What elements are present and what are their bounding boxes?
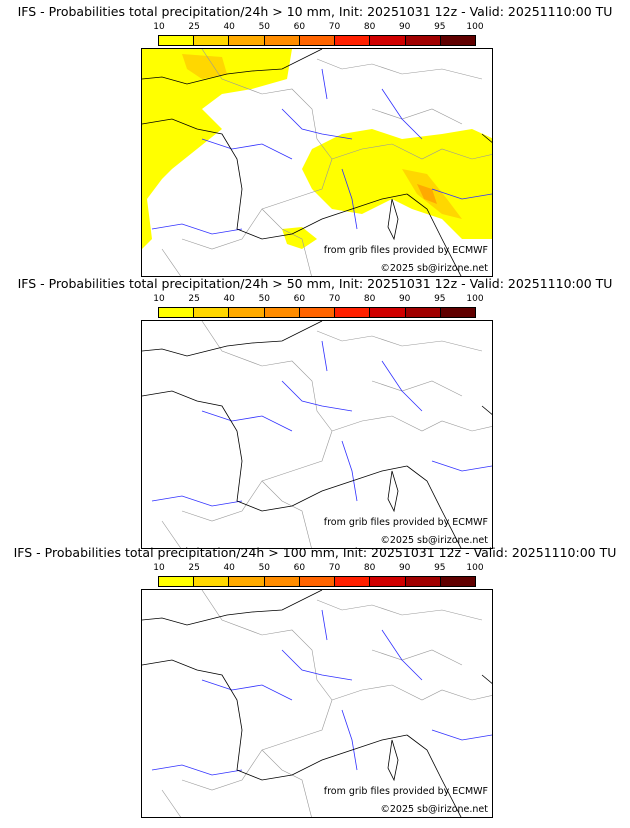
rivers [151, 68, 492, 235]
colorbar-segment [405, 36, 441, 45]
panel-title: IFS - Probabilities total precipitation/… [17, 276, 613, 291]
colorbar-tick-label: 25 [188, 294, 200, 304]
colorbar-tick-label: 60 [293, 294, 306, 304]
panel-title: IFS - Probabilities total precipitation/… [17, 4, 613, 19]
colorbar-segment [264, 577, 300, 586]
colorbar-tick-label: 70 [328, 22, 341, 32]
colorbar-segment [370, 308, 406, 317]
colorbar-labels: 10 25 40 50 60 70 80 90 95 100 [153, 22, 483, 32]
colorbar-tick-label: 95 [434, 563, 446, 573]
borders [161, 49, 492, 276]
colorbar-tick-label: 10 [153, 22, 165, 32]
coastlines [142, 49, 492, 276]
colorbar-segment [229, 577, 265, 586]
colorbar-tick-label: 95 [434, 294, 446, 304]
colorbar-segment [159, 36, 195, 45]
probability-overlay [142, 49, 492, 249]
colorbar-segment [194, 308, 230, 317]
colorbar-segment [299, 577, 336, 586]
copyright-credit: ©2025 sb@irizone.net [380, 535, 488, 546]
colorbar-tick-label: 10 [153, 563, 165, 573]
colorbar-segment [194, 577, 230, 586]
precipitation-map: from grib files provided by ECMWF ©2025 … [141, 589, 493, 818]
coastlines [142, 321, 492, 548]
forecast-panel: IFS - Probabilities total precipitation/… [0, 0, 630, 277]
colorbar-segment [229, 308, 265, 317]
colorbar-tick-label: 80 [363, 294, 376, 304]
colorbar-tick-label: 40 [223, 563, 235, 573]
colorbar-tick-label: 80 [363, 563, 376, 573]
colorbar-tick-label: 60 [293, 563, 306, 573]
colorbar [158, 307, 476, 318]
precipitation-map: from grib files provided by ECMWF ©2025 … [141, 48, 493, 277]
colorbar-labels: 10 25 40 50 60 70 80 90 95 100 [153, 563, 483, 573]
colorbar-segment [299, 308, 336, 317]
colorbar-tick-label: 70 [328, 563, 341, 573]
colorbar-tick-label: 100 [466, 563, 484, 573]
colorbar-segment [159, 308, 195, 317]
borders [161, 321, 492, 548]
source-credit: from grib files provided by ECMWF [323, 245, 488, 256]
colorbar-segment [405, 308, 441, 317]
copyright-credit: ©2025 sb@irizone.net [380, 263, 488, 274]
forecast-panel: IFS - Probabilities total precipitation/… [0, 272, 630, 549]
panel-title: IFS - Probabilities total precipitation/… [13, 545, 617, 560]
colorbar-tick-label: 80 [363, 22, 376, 32]
colorbar-segment [335, 36, 371, 45]
colorbar [158, 35, 476, 46]
colorbar-tick-label: 10 [153, 294, 165, 304]
colorbar-segment [440, 577, 475, 586]
colorbar-segment [440, 308, 475, 317]
colorbar [158, 576, 476, 587]
colorbar-segment [370, 577, 406, 586]
colorbar-tick-label: 50 [258, 563, 271, 573]
borders [161, 590, 492, 817]
colorbar-segment [335, 308, 371, 317]
colorbar-segment [229, 36, 265, 45]
copyright-credit: ©2025 sb@irizone.net [380, 804, 488, 815]
colorbar-labels: 10 25 40 50 60 70 80 90 95 100 [153, 294, 483, 304]
colorbar-tick-label: 50 [258, 22, 271, 32]
colorbar-tick-label: 40 [223, 22, 235, 32]
colorbar-segment [299, 36, 336, 45]
colorbar-tick-label: 70 [328, 294, 341, 304]
colorbar-tick-label: 25 [188, 563, 200, 573]
colorbar-segment [405, 577, 441, 586]
colorbar-segment [194, 36, 230, 45]
colorbar-tick-label: 25 [188, 22, 200, 32]
source-credit: from grib files provided by ECMWF [323, 786, 488, 797]
rivers [151, 340, 492, 507]
colorbar-tick-label: 90 [398, 563, 411, 573]
colorbar-tick-label: 90 [398, 294, 411, 304]
colorbar-tick-label: 100 [466, 22, 484, 32]
source-credit: from grib files provided by ECMWF [323, 517, 488, 528]
colorbar-tick-label: 50 [258, 294, 271, 304]
colorbar-segment [440, 36, 475, 45]
colorbar-segment [264, 308, 300, 317]
probability-area [142, 49, 292, 249]
colorbar-tick-label: 60 [293, 22, 306, 32]
colorbar-tick-label: 40 [223, 294, 235, 304]
forecast-panel: IFS - Probabilities total precipitation/… [0, 541, 630, 818]
colorbar-segment [159, 577, 195, 586]
colorbar-tick-label: 100 [466, 294, 484, 304]
colorbar-segment [370, 36, 406, 45]
coastlines [142, 590, 492, 817]
colorbar-tick-label: 90 [398, 22, 411, 32]
rivers [151, 609, 492, 776]
probability-area [182, 54, 227, 79]
colorbar-tick-label: 95 [434, 22, 446, 32]
precipitation-map: from grib files provided by ECMWF ©2025 … [141, 320, 493, 549]
colorbar-segment [335, 577, 371, 586]
colorbar-segment [264, 36, 300, 45]
